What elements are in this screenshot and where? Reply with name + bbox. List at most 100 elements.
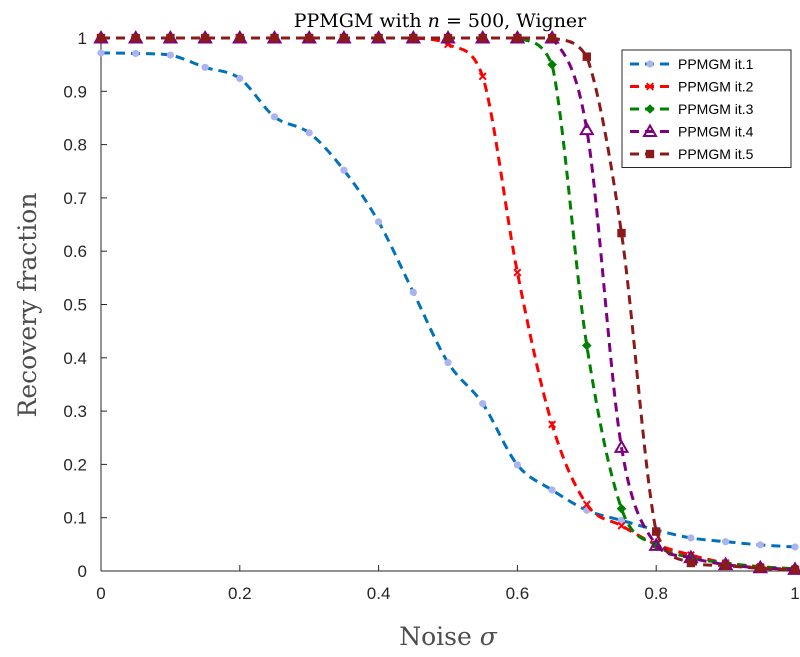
chart-title-suffix: = 500, Wigner (440, 10, 587, 32)
data-point (270, 113, 279, 121)
data-point (648, 537, 664, 551)
y-axis-label: Recovery fraction (13, 193, 42, 418)
data-point (756, 564, 765, 573)
legend-label: PPMGM it.3 (678, 101, 754, 117)
y-tick-label: 0.9 (63, 82, 87, 101)
data-point (722, 538, 730, 546)
legend-item: PPMGM it.5 (630, 146, 754, 162)
y-tick-label: 0.5 (63, 296, 87, 315)
data-point (270, 33, 279, 43)
data-point (582, 500, 591, 509)
data-point (96, 33, 106, 43)
x-tick-label: 0.4 (367, 584, 391, 603)
data-point (409, 288, 417, 296)
data-point (443, 33, 453, 43)
data-point (374, 33, 383, 43)
y-tick-label: 1 (78, 29, 87, 48)
legend-item: PPMGM it.4 (630, 123, 754, 140)
data-point (791, 543, 799, 551)
data-point (132, 49, 140, 58)
data-point (131, 33, 140, 43)
data-point (166, 33, 175, 43)
legend-swatch-marker (645, 149, 655, 159)
data-point (687, 534, 695, 542)
data-point (166, 51, 174, 59)
data-point (547, 33, 557, 43)
legend-item: PPMGM it.1 (630, 56, 754, 72)
marker-stroke (582, 500, 591, 509)
marker-stroke (513, 268, 522, 277)
series-layer (93, 29, 800, 575)
data-point (479, 400, 487, 408)
y-tick-label: 0.4 (63, 349, 87, 368)
data-point (617, 516, 626, 524)
data-point (444, 358, 452, 367)
data-point (339, 33, 349, 43)
y-tick-label: 0.3 (63, 402, 87, 421)
data-point (409, 33, 418, 43)
y-tick-label: 0.8 (63, 136, 87, 155)
chart-title-prefix: PPMGM with (294, 10, 428, 32)
data-point (200, 33, 210, 43)
x-tick-label: 0.6 (506, 584, 530, 603)
chart-title-variable: n (428, 10, 440, 32)
legend-label: PPMGM it.2 (678, 79, 754, 95)
data-point (616, 503, 627, 514)
marker-stroke (617, 521, 626, 530)
legend-swatch-marker (642, 123, 658, 137)
data-point (686, 558, 696, 568)
data-point (513, 268, 522, 277)
x-tick-label: 0.2 (228, 584, 252, 603)
marker-stroke (548, 420, 557, 429)
x-axis-label-variable: σ (480, 622, 498, 651)
data-point (513, 461, 522, 469)
y-tick-label: 0.2 (63, 455, 87, 474)
x-tick-label: 0.8 (644, 584, 668, 603)
y-tick-label: 0.1 (63, 509, 87, 528)
data-point (548, 420, 557, 429)
data-point (97, 49, 105, 57)
data-point (235, 33, 244, 43)
data-point (579, 121, 595, 136)
x-axis-label: Noise σ (399, 622, 498, 651)
data-point (582, 52, 591, 61)
data-point (305, 129, 313, 137)
data-point (652, 527, 661, 536)
data-point (617, 228, 626, 238)
x-axis-ticks: 0 0.2 0.4 0.6 0.8 1 (96, 565, 800, 603)
data-point (375, 218, 383, 226)
legend: PPMGM it.1 PPMGM it.2 PPMGM it.3 PPMGM it.4… (621, 49, 792, 168)
legend-label: PPMGM it.4 (678, 124, 754, 140)
data-point (478, 72, 487, 81)
x-tick-label: 1 (790, 584, 799, 603)
data-point (617, 521, 626, 530)
legend-item: PPMGM it.2 (630, 79, 754, 95)
data-point (340, 166, 348, 174)
data-point (790, 565, 800, 575)
legend-label: PPMGM it.5 (678, 146, 754, 162)
legend-label: PPMGM it.1 (678, 56, 754, 72)
data-point (236, 74, 244, 83)
data-point (582, 340, 592, 351)
data-point (548, 486, 556, 494)
data-point (547, 59, 557, 70)
series-line (100, 36, 796, 572)
x-axis-label-text: Noise (399, 622, 480, 651)
marker-stroke (645, 82, 655, 91)
data-point (305, 33, 314, 43)
y-tick-label: 0.6 (63, 242, 87, 261)
x-tick-label: 0 (96, 584, 105, 603)
series-5 (96, 33, 800, 575)
legend-swatch-marker (646, 60, 654, 68)
legend-item: PPMGM it.3 (630, 101, 754, 117)
y-tick-label: 0.7 (63, 189, 87, 208)
data-point (513, 33, 522, 43)
legend-swatch-marker (645, 82, 655, 91)
data-point (201, 63, 209, 71)
data-point (756, 541, 764, 549)
legend-swatch-marker (645, 104, 655, 114)
data-point (721, 561, 730, 570)
chart-title: PPMGM with n = 500, Wigner (294, 10, 587, 32)
y-tick-label: 0 (78, 562, 87, 581)
